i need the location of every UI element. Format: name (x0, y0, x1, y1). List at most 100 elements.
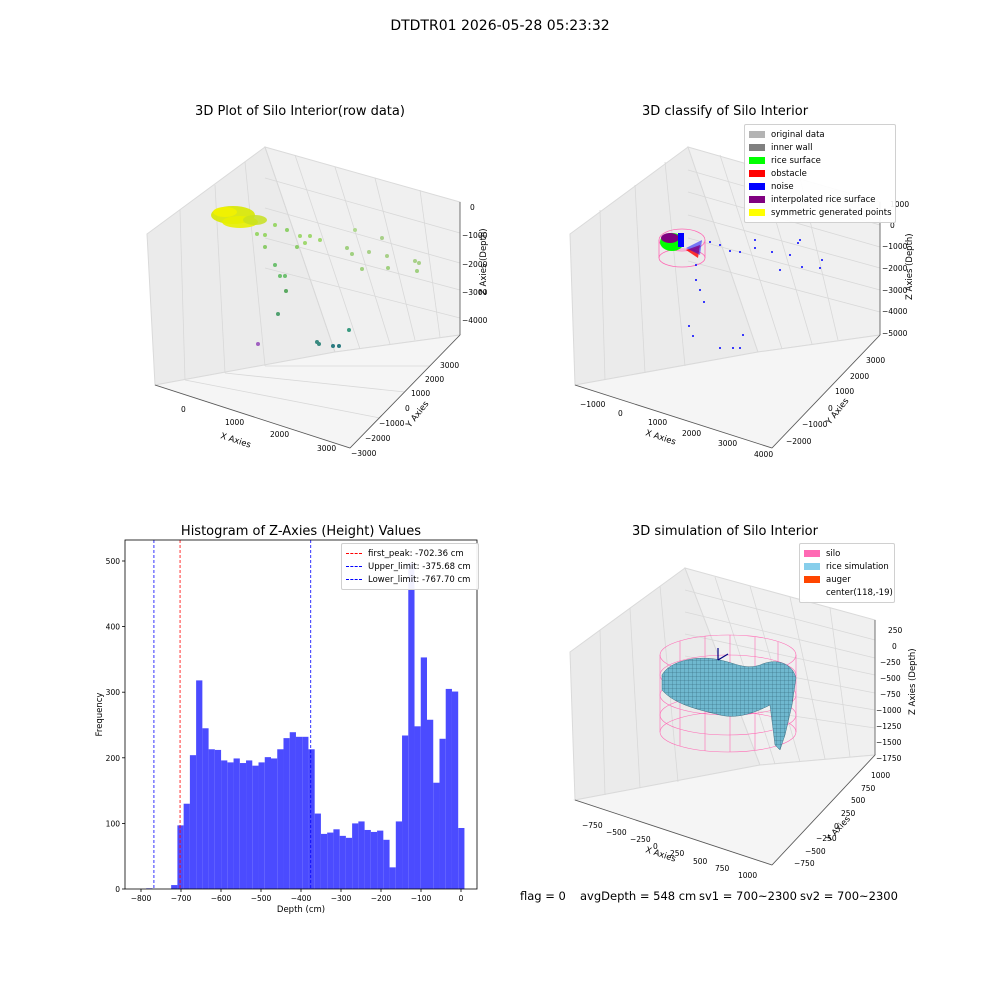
classify-z-tick: −1000 (882, 242, 908, 251)
classify-silo-cluster (658, 228, 706, 268)
histogram-y-tick-label: 100 (106, 819, 121, 828)
histogram-bar (283, 738, 290, 889)
histogram-bar (314, 813, 321, 889)
simulation-y-tick: 750 (861, 784, 876, 793)
histogram-x-tick-label: −300 (331, 894, 352, 903)
raw-z-tick: −3000 (462, 288, 488, 297)
histogram-x-tick-label: −800 (131, 894, 152, 903)
histogram-y-tick-label: 0 (115, 885, 120, 894)
simulation-y-tick: −500 (805, 847, 826, 856)
histogram-bar (221, 760, 228, 889)
histogram-bar (345, 837, 353, 889)
legend-item: auger (804, 573, 890, 586)
histogram-bar (358, 821, 365, 889)
classify-noise-points (688, 239, 823, 349)
histogram-bar (339, 835, 346, 889)
simulation-z-tick: −1250 (876, 722, 902, 731)
simulation-y-tick: 0 (834, 822, 839, 831)
histogram-bar (308, 749, 315, 889)
legend-item: rice simulation (804, 560, 890, 573)
histogram-bar (177, 825, 184, 889)
sv2-text: sv2 = 700~2300 (800, 889, 898, 903)
histogram-x-tick-label: −200 (371, 894, 392, 903)
raw-z-axis-label: Z Axies (Depth) (479, 228, 489, 295)
histogram-bar (171, 885, 178, 889)
classify-x-tick: 1000 (648, 418, 667, 427)
legend-item: Upper_limit: -375.68 cm (346, 560, 474, 573)
classify-x-tick: 2000 (682, 429, 701, 438)
raw-x-axis-line (154, 384, 351, 449)
classify-x-tick: 4000 (754, 450, 773, 459)
raw-x-tick: 0 (181, 405, 186, 414)
histogram-bar (451, 691, 459, 889)
histogram-bar (196, 680, 203, 889)
legend-swatch (749, 196, 765, 203)
raw-x-tick: 1000 (225, 418, 244, 427)
simulation-z-tick: −1000 (876, 706, 902, 715)
classify-y-tick: 0 (828, 404, 833, 413)
classify-gridlines (599, 154, 881, 381)
histogram-bar (402, 735, 409, 889)
histogram-bar (333, 829, 340, 889)
histogram-y-tick-label: 400 (106, 623, 121, 632)
simulation-x-tick: −250 (630, 835, 651, 844)
simulation-x-tick: 250 (670, 849, 685, 858)
simulation-plot-title: 3D simulation of Silo Interior (632, 524, 818, 539)
histogram-x-tick-label: −100 (411, 894, 432, 903)
figure-title: DTDTR01 2026-05-28 05:23:32 (390, 18, 610, 34)
simulation-y-axis-line (771, 754, 876, 866)
histogram-bar (320, 833, 328, 889)
raw-y-tick: 1000 (411, 389, 430, 398)
raw-y-tick: 2000 (425, 375, 444, 384)
simulation-auger (717, 648, 729, 661)
classify-x-tick: 0 (618, 409, 623, 418)
histogram-bar (408, 562, 415, 889)
classify-y-tick: −2000 (786, 437, 812, 446)
classify-z-tick: 1000 (890, 200, 909, 209)
histogram-x-tick-label: −600 (211, 894, 232, 903)
simulation-axes-panes (569, 567, 877, 866)
histogram-title: Histogram of Z-Axies (Height) Values (180, 524, 422, 539)
histogram-legend: first_peak: -702.36 cm Upper_limit: -375… (341, 543, 479, 590)
histogram-bar (439, 738, 446, 889)
simulation-y-tick: −750 (794, 859, 815, 868)
legend-item: rice surface (749, 154, 891, 167)
simulation-z-tick: −250 (880, 658, 901, 667)
raw-y-tick: −3000 (351, 449, 377, 458)
simulation-y-tick: 1000 (871, 771, 890, 780)
raw-x-axis-label: X Axies (219, 431, 252, 450)
classify-x-tick: 3000 (718, 439, 737, 448)
raw-y-tick: −2000 (365, 434, 391, 443)
histogram-y-tick-label: 200 (106, 754, 121, 763)
classify-y-axis-line (771, 334, 881, 449)
histogram-chart: −800 −700 −600 −500 −400 −300 −200 −100 0 0 100 20… (95, 539, 478, 915)
legend-swatch (804, 550, 820, 557)
classify-x-axis-line (574, 384, 773, 449)
simulation-y-tick: 250 (841, 809, 856, 818)
simulation-z-tick: 0 (892, 642, 897, 651)
histogram-bar (352, 823, 359, 889)
simulation-x-tick: −500 (606, 828, 627, 837)
simulation-y-axis-label: Y Axies (824, 814, 853, 845)
flag-text: flag = 0 (520, 889, 566, 903)
histogram-bar (327, 832, 334, 889)
avg-depth-text: avgDepth = 548 cm (580, 889, 697, 903)
legend-swatch (749, 157, 765, 164)
raw-x-tick: 3000 (317, 444, 336, 453)
histogram-bar (364, 829, 371, 889)
classify-plot-title: 3D classify of Silo Interior (641, 104, 809, 119)
histogram-bar (252, 765, 259, 889)
simulation-z-tick: 250 (888, 626, 903, 635)
histogram-bar (433, 782, 440, 889)
histogram-bar (202, 728, 209, 889)
raw-z-tick: −4000 (462, 316, 488, 325)
histogram-x-tick-label: 0 (459, 894, 464, 903)
histogram-bar (427, 719, 434, 889)
legend-swatch (804, 576, 820, 583)
sv1-text: sv1 = 700~2300 (699, 889, 797, 903)
histogram-bar (258, 762, 265, 889)
classify-z-tick: −2000 (882, 264, 908, 273)
histogram-bar (227, 762, 234, 889)
histogram-y-ticks: 0 100 200 300 400 500 (106, 557, 125, 894)
simulation-z-tick: −1750 (876, 754, 902, 763)
